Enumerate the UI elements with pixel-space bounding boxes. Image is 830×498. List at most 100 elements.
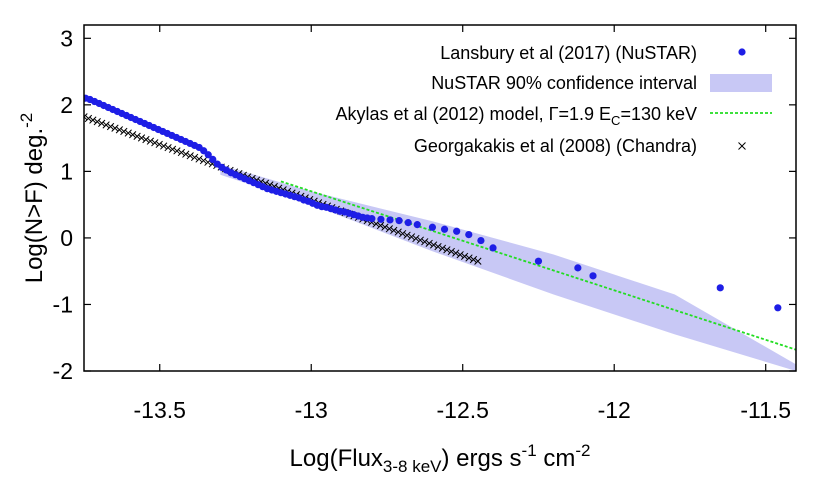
georgakakis-point [137,134,146,142]
legend-marker-lansbury [738,48,746,56]
lansbury-point [413,221,421,229]
y-tick-label: -2 [53,358,73,384]
y-axis-title: Log(N>F) deg.-2 [17,113,48,284]
georgakakis-point [452,249,460,257]
georgakakis-point [398,229,407,238]
georgakakis-point [106,122,115,131]
georgakakis-point [390,226,398,235]
georgakakis-point [151,139,159,147]
georgakakis-point [115,126,124,134]
x-axis-title-sup1: -1 [522,441,537,460]
legend-swatch-confidence [710,74,772,92]
georgakakis-point [84,113,88,121]
georgakakis-point [111,124,119,132]
georgakakis-point [142,135,150,144]
georgakakis-point [376,221,385,230]
georgakakis-point [421,238,429,246]
georgakakis-point [425,239,433,248]
legend-label-confidence: NuSTAR 90% confidence interval [431,73,697,93]
legend-label-georgakakis: Georgakakis et al (2008) (Chandra) [414,136,697,156]
lansbury-point [428,223,437,231]
georgakakis-point [160,142,168,150]
x-tick-label: -12 [598,397,631,423]
x-axis-title: Log(Flux3-8 keV) ergs s-1 cm-2 [290,441,591,476]
georgakakis-point [186,152,194,160]
georgakakis-point [460,252,469,260]
georgakakis-point [394,228,402,236]
legend-label-akylas-sub: C [611,113,620,128]
y-axis-title-main: Log(N>F) deg. [21,128,48,283]
georgakakis-point [407,233,416,241]
georgakakis-point [412,234,420,243]
georgakakis-point [177,148,186,157]
y-axis-title-sup: -2 [17,113,36,128]
y-tick-label: 2 [60,92,73,118]
legend-label-akylas: Akylas et al (2012) model, Γ=1.9 EC=130 … [335,104,697,128]
georgakakis-point [403,231,411,239]
georgakakis-point [429,241,438,249]
y-tick-label: 3 [60,25,73,51]
lansbury-point [453,227,461,235]
legend: Lansbury et al (2017) (NuSTAR) NuSTAR 90… [335,43,772,156]
georgakakis-point [89,116,97,124]
y-tick-label: 0 [60,225,73,251]
confidence-band [220,164,796,371]
georgakakis-point [146,137,155,145]
georgakakis-point [195,155,203,163]
georgakakis-point [199,156,208,165]
lansbury-point [386,216,394,224]
georgakakis-point [465,254,473,262]
x-tick-label: -12.5 [437,397,489,423]
x-axis-title-main: Log(Flux [290,445,383,472]
georgakakis-point [385,225,394,233]
lansbury-point [404,219,412,227]
lansbury-point [395,217,403,225]
legend-label-akylas-rest: =130 keV [620,104,697,124]
lansbury-point [534,257,543,265]
georgakakis-point [84,114,93,123]
georgakakis-point [190,153,199,162]
georgakakis-point [182,150,190,158]
x-axis-title-rest1: ) ergs s [442,445,522,472]
lansbury-point [209,155,217,164]
x-tick-label: -13 [295,397,328,423]
axes: -13.5 -13 -12.5 -12 -11.5 -2 -1 0 1 2 3 [53,25,796,423]
legend-label-akylas-main: Akylas et al (2012) model, Γ=1.9 E [335,104,611,124]
georgakakis-point [164,143,172,152]
georgakakis-point [102,121,110,129]
y-tick-label: -1 [53,291,73,317]
plot-frame [83,24,797,372]
lansbury-point [574,264,582,272]
x-tick-label: -13.5 [134,397,186,423]
plot-area [84,94,796,371]
lansbury-point [716,284,724,292]
legend-label-lansbury: Lansbury et al (2017) (NuSTAR) [440,43,697,63]
y-tick-label: 1 [60,158,73,184]
georgakakis-point [155,140,163,149]
legend-marker-georgakakis [738,142,746,150]
georgakakis-point [434,242,442,251]
lansbury-point [377,215,385,223]
x-axis-title-rest2: cm [537,445,576,472]
lansbury-point [440,225,449,233]
lansbury-point [477,236,485,245]
georgakakis-point [469,255,478,264]
georgakakis-point [173,147,181,155]
lansbury-point [589,272,597,280]
georgakakis-point [98,119,106,127]
lansbury-point [204,151,212,159]
georgakakis-point [381,223,389,231]
georgakakis-point [447,247,455,256]
georgakakis-point [129,131,137,139]
georgakakis-point [438,244,447,252]
georgakakis-point [416,236,424,244]
x-axis-title-sub: 3-8 keV [383,457,442,476]
georgakakis-point [456,251,464,259]
lansbury-point [465,230,473,239]
x-axis-title-sup2: -2 [575,441,590,460]
georgakakis-point [93,118,101,126]
georgakakis-point [120,127,128,136]
lansbury-series [84,94,782,312]
x-tick-label: -11.5 [740,397,791,423]
